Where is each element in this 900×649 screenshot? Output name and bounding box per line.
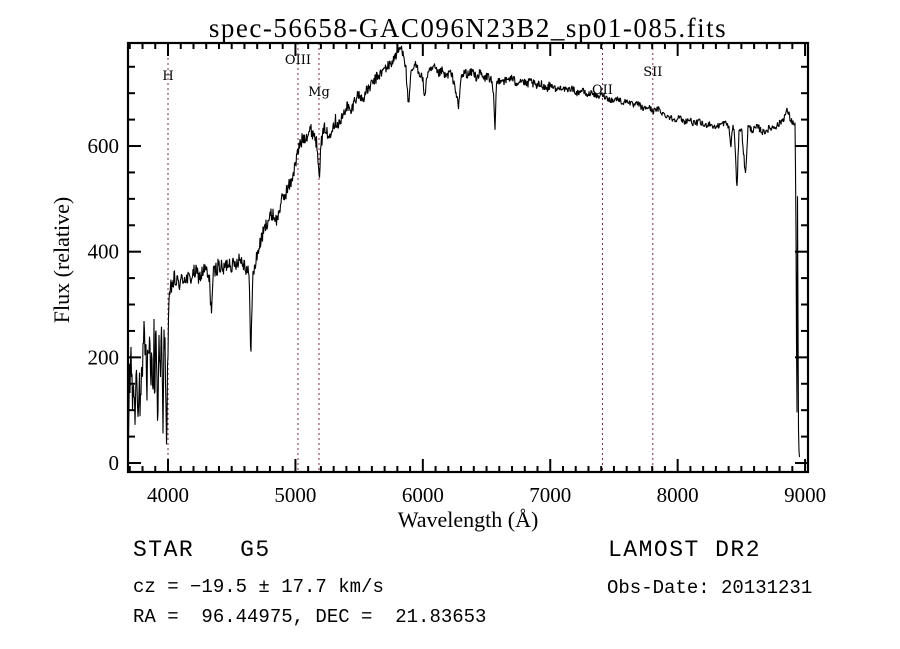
x-tick-label: 6000 (402, 483, 444, 507)
y-tick-label: 400 (88, 240, 120, 264)
spectrum-trace (127, 45, 801, 458)
x-tick-label: 5000 (274, 483, 316, 507)
x-tick-label: 7000 (529, 483, 571, 507)
spectral-line-label-oiii: OIII (285, 53, 311, 68)
x-tick-label: 4000 (147, 483, 189, 507)
y-tick-label: 600 (88, 134, 120, 158)
ra-dec-text: RA = 96.44975, DEC = 21.83653 (133, 606, 487, 628)
axis-ticks (128, 43, 808, 472)
spectral-line-label-mg: Mg (308, 85, 330, 100)
spectral-line-label-sii: SII (643, 65, 662, 80)
object-class-text: STAR G5 (133, 537, 271, 563)
x-axis-label: Wavelength (Å) (397, 507, 539, 532)
plot-frame (126, 41, 810, 474)
x-tick-label: 8000 (657, 483, 699, 507)
spectrum-series (127, 45, 801, 458)
axis-tick-labels: 4000 5000 6000 7000 8000 9000 0 200 400 600 (88, 134, 827, 507)
plot-title: spec-56658-GAC096N23B2_sp01-085.fits (208, 13, 728, 43)
spectral-line-label-h: H (162, 69, 173, 84)
survey-text: LAMOST DR2 (608, 537, 762, 563)
cz-text: cz = −19.5 ± 17.7 km/s (133, 576, 384, 598)
obs-date-text: Obs-Date: 20131231 (607, 577, 813, 599)
x-tick-label: 9000 (784, 483, 826, 507)
y-tick-label: 200 (88, 345, 120, 369)
y-tick-label: 0 (109, 451, 120, 475)
